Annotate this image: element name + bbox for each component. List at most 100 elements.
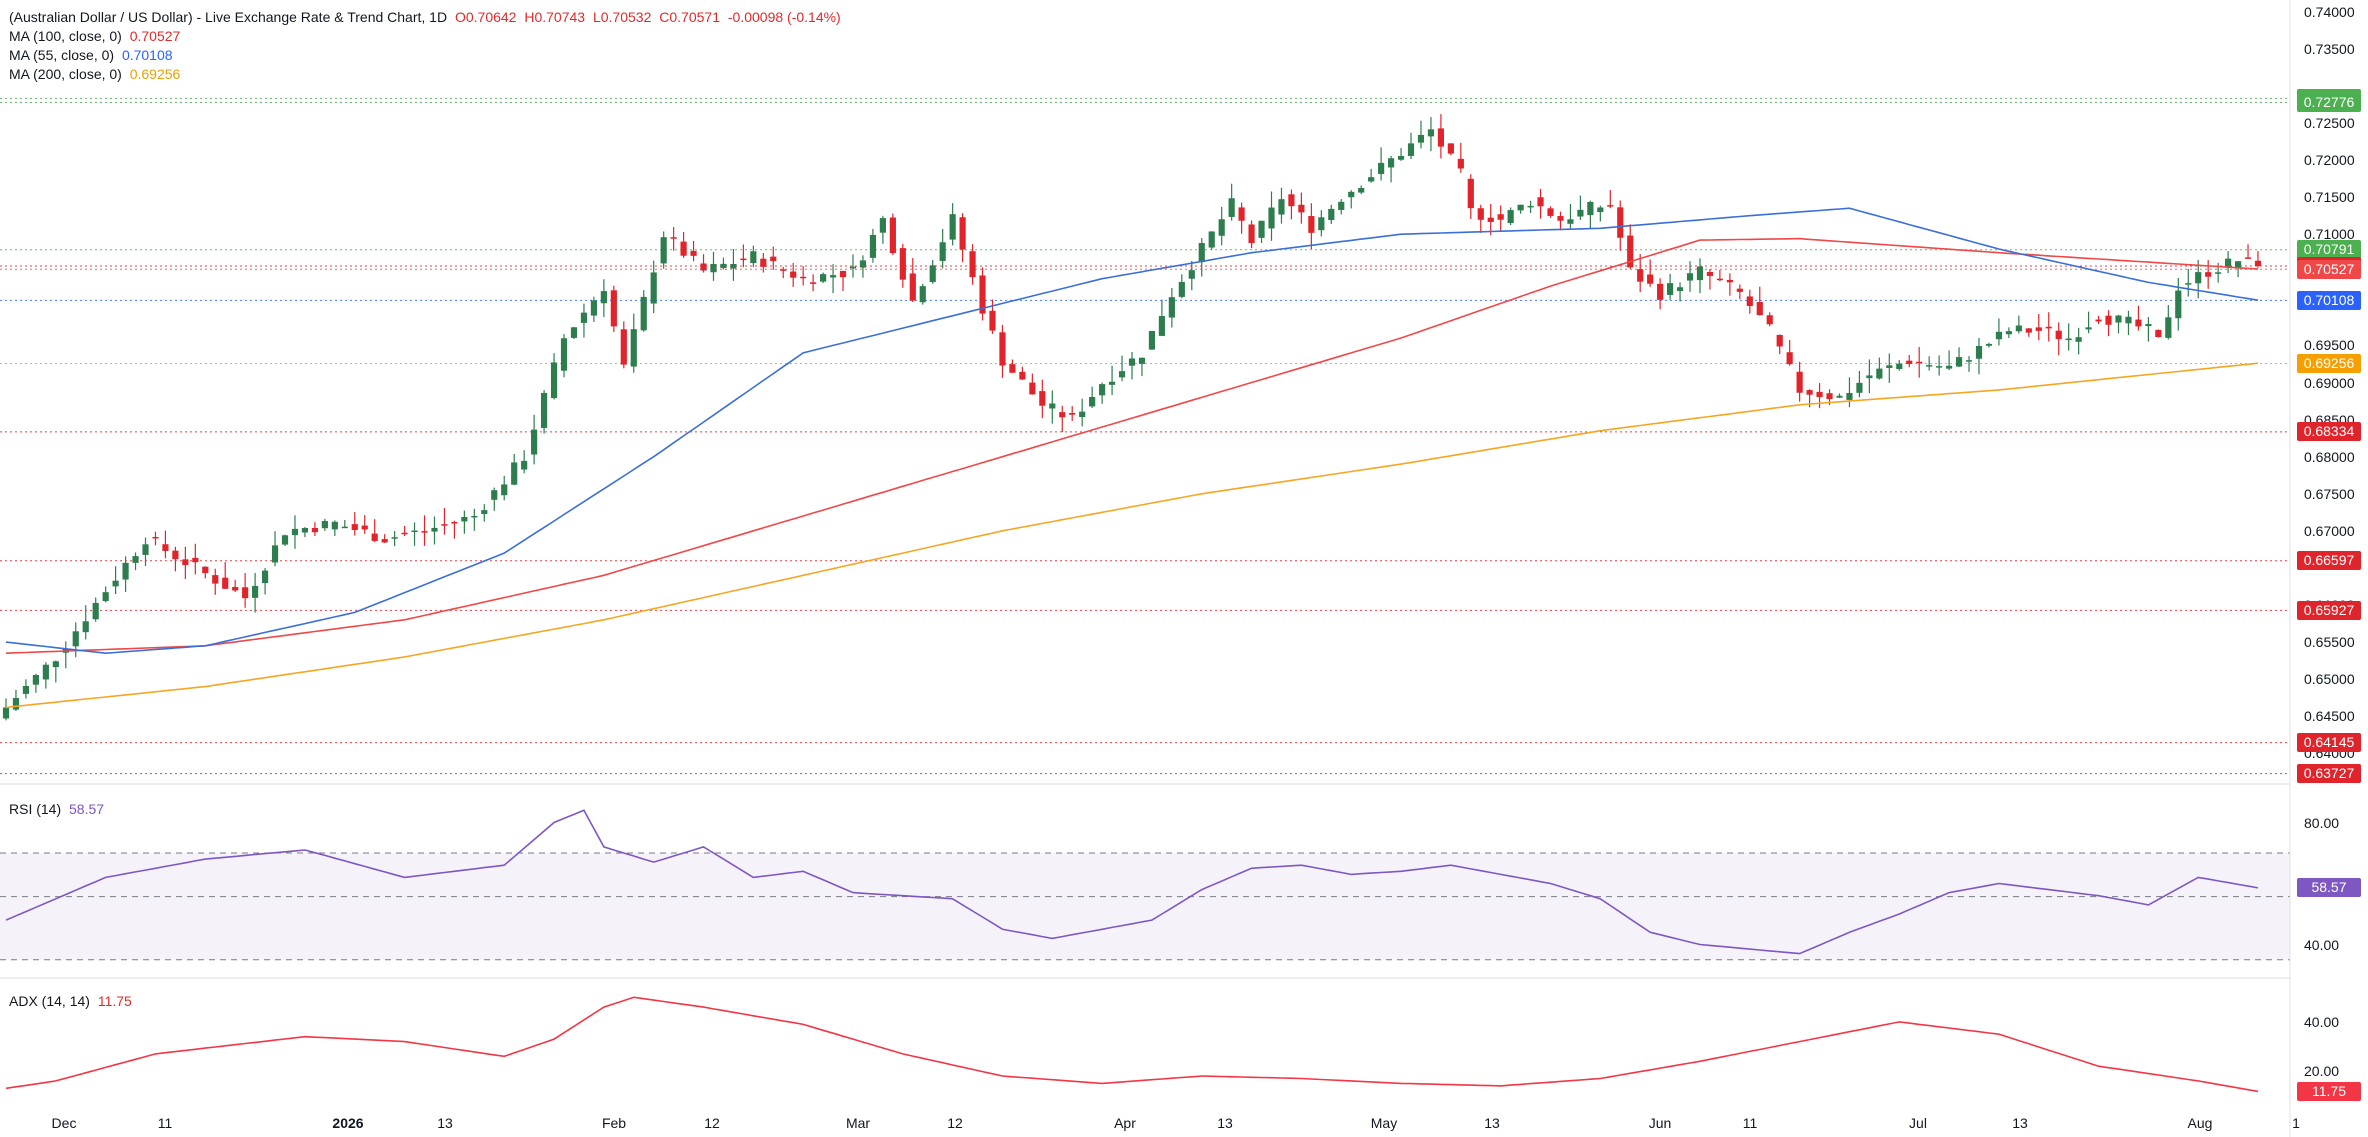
candle-body <box>2 707 10 719</box>
candle-body <box>2035 327 2042 331</box>
candle-body <box>1198 243 1205 263</box>
candle-body <box>32 674 39 685</box>
candle-body <box>1178 281 1185 297</box>
rsi-line <box>5 809 2259 955</box>
candle-body <box>750 251 757 264</box>
candle-body <box>1417 134 1425 143</box>
price-tag: 0.69256 <box>2297 354 2361 374</box>
candle-body <box>1786 352 1793 365</box>
candle-body <box>839 270 847 278</box>
candle-body <box>1627 235 1634 268</box>
candle-body <box>1975 345 1983 359</box>
candle-body <box>2155 329 2162 338</box>
candle-body <box>2145 324 2152 327</box>
candle-body <box>1985 343 1993 346</box>
legend-adx[interactable]: ADX (14, 14) 11.75 <box>9 993 136 1009</box>
candle-body <box>172 550 179 560</box>
candle-body <box>271 545 279 563</box>
candle-body <box>2005 331 2012 335</box>
candle-body <box>1557 216 1564 221</box>
x-axis-tick: 11 <box>157 1115 173 1131</box>
candle-body <box>1378 162 1385 174</box>
candle-body <box>1716 278 1724 281</box>
candle-body <box>1358 188 1365 193</box>
candle-body <box>102 592 109 602</box>
legend-rsi[interactable]: RSI (14) 58.57 <box>9 801 108 817</box>
candle-body <box>331 521 338 530</box>
candle-body <box>371 533 378 541</box>
candle-body <box>2225 258 2232 268</box>
candle-body <box>1736 288 1743 292</box>
ohlc-close: C0.70571 <box>659 9 720 25</box>
candle-body <box>2025 328 2032 333</box>
price-axis-tick: 0.72000 <box>2304 152 2355 169</box>
candle-body <box>252 585 259 598</box>
candle-body <box>610 290 617 327</box>
candle-body <box>1228 198 1235 217</box>
candle-body <box>1776 334 1783 347</box>
price-tag: 0.68334 <box>2297 422 2361 442</box>
legend-ma55-label: MA (55, close, 0) <box>9 47 115 63</box>
rsi-axis-tick: 40.00 <box>2304 936 2340 953</box>
candle-body <box>531 429 538 455</box>
candle-body <box>1089 396 1096 407</box>
price-axis-tick: 0.65500 <box>2304 634 2355 651</box>
ohlc-open: O0.70642 <box>454 9 517 25</box>
legend-ma200[interactable]: MA (200, close, 0) 0.69256 <box>9 66 184 82</box>
candle-body <box>1128 358 1136 366</box>
candle-body <box>670 237 677 239</box>
candle-body <box>1427 129 1435 137</box>
legend-ma200-label: MA (200, close, 0) <box>9 66 122 82</box>
candle-body <box>301 527 309 533</box>
candle-body <box>1158 316 1165 336</box>
candle-body <box>1597 207 1604 213</box>
legend-ma100[interactable]: MA (100, close, 0) 0.70527 <box>9 28 184 44</box>
candle-body <box>421 531 428 533</box>
candle-body <box>511 462 518 485</box>
legend-ma55-value: 0.70108 <box>121 47 173 63</box>
candle-body <box>630 329 637 367</box>
candle-body <box>92 602 99 620</box>
candle-body <box>540 392 548 428</box>
candle-body <box>690 250 697 256</box>
legend-ma55[interactable]: MA (55, close, 0) 0.70108 <box>9 47 177 63</box>
candle-body <box>1397 155 1405 160</box>
candle-body <box>1029 382 1036 395</box>
candle-body <box>1108 381 1116 385</box>
candle-body <box>281 535 289 545</box>
candle-body <box>1756 301 1763 316</box>
x-axis-tick: Feb <box>601 1115 627 1131</box>
candle-body <box>1278 199 1285 215</box>
candle-body <box>261 570 269 584</box>
candle-body <box>800 276 807 279</box>
candle-body <box>222 577 229 589</box>
candles <box>2 114 2262 721</box>
candle-body <box>1846 392 1853 400</box>
candle-body <box>2135 319 2142 327</box>
candle-body <box>1338 201 1345 210</box>
candle-body <box>2105 315 2112 325</box>
candle-body <box>1826 393 1833 400</box>
candle-body <box>2175 290 2182 319</box>
price-axis-tick: 0.71500 <box>2304 189 2355 206</box>
candle-body <box>2085 327 2092 330</box>
price-axis-tick: 0.74000 <box>2304 3 2355 20</box>
candle-body <box>411 530 418 533</box>
price-axis-tick: 0.73500 <box>2304 40 2355 57</box>
ma100-line <box>5 237 2259 654</box>
ma55-line <box>5 207 2259 655</box>
candle-body <box>1437 128 1444 147</box>
candle-body <box>560 338 568 371</box>
x-axis-tick: Mar <box>845 1115 871 1131</box>
candle-body <box>1946 365 1953 369</box>
price-axis-tick: 0.64500 <box>2304 708 2355 725</box>
candle-body <box>650 272 657 304</box>
candle-body <box>929 265 936 283</box>
candle-body <box>1148 331 1156 350</box>
candle-body <box>1497 214 1504 220</box>
adx-axis-tick: 20.00 <box>2304 1063 2340 1080</box>
candle-body <box>12 698 20 710</box>
price-lines <box>0 97 2290 775</box>
price-axis-tick: 0.65000 <box>2304 671 2355 688</box>
candle-body <box>730 264 737 269</box>
